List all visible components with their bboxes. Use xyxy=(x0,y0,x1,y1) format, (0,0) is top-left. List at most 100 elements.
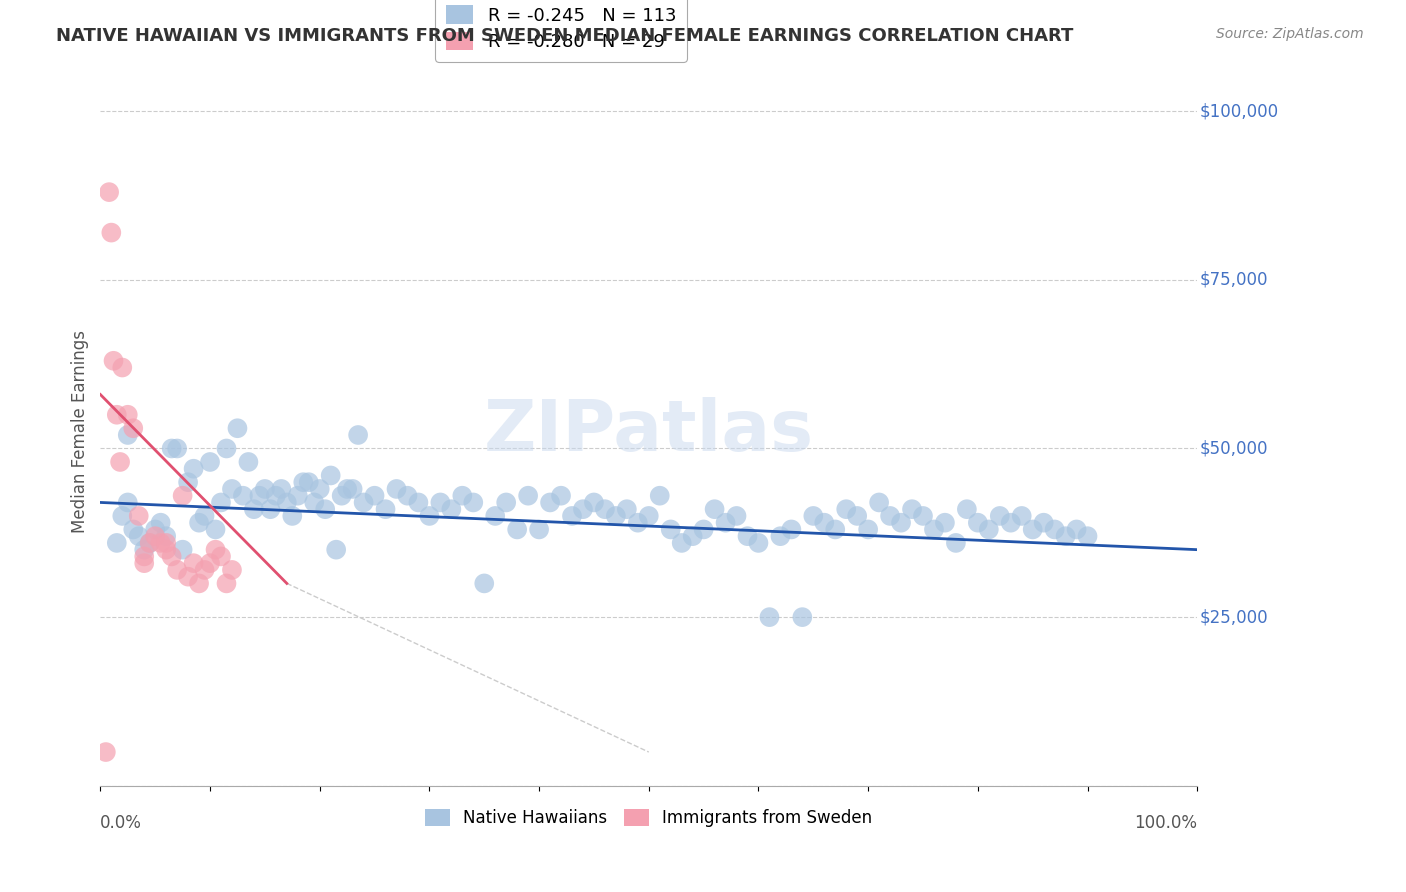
Point xyxy=(517,489,540,503)
Point xyxy=(270,482,292,496)
Point xyxy=(232,489,254,503)
Point xyxy=(226,421,249,435)
Point xyxy=(122,421,145,435)
Point xyxy=(582,495,605,509)
Point xyxy=(287,489,309,503)
Point xyxy=(336,482,359,496)
Point xyxy=(111,360,134,375)
Point xyxy=(138,536,160,550)
Text: 0.0%: 0.0% xyxy=(100,814,142,832)
Point xyxy=(911,508,934,523)
Point xyxy=(188,516,211,530)
Point xyxy=(253,482,276,496)
Point xyxy=(155,536,177,550)
Point xyxy=(330,489,353,503)
Point xyxy=(792,610,814,624)
Point xyxy=(1076,529,1098,543)
Point xyxy=(451,489,474,503)
Point xyxy=(221,482,243,496)
Point xyxy=(204,523,226,537)
Point xyxy=(495,495,517,509)
Point xyxy=(100,226,122,240)
Text: 100.0%: 100.0% xyxy=(1135,814,1198,832)
Point xyxy=(901,502,924,516)
Point xyxy=(302,495,325,509)
Point xyxy=(429,495,451,509)
Point xyxy=(103,353,125,368)
Point xyxy=(117,495,139,509)
Point xyxy=(363,489,385,503)
Point xyxy=(108,455,131,469)
Text: Source: ZipAtlas.com: Source: ZipAtlas.com xyxy=(1216,27,1364,41)
Point xyxy=(506,523,529,537)
Point xyxy=(259,502,281,516)
Point xyxy=(209,495,232,509)
Point xyxy=(193,508,215,523)
Point xyxy=(98,185,121,199)
Point xyxy=(868,495,890,509)
Point xyxy=(780,523,803,537)
Point xyxy=(605,508,627,523)
Point xyxy=(243,502,266,516)
Point xyxy=(238,455,260,469)
Point xyxy=(117,408,139,422)
Point xyxy=(298,475,321,490)
Point xyxy=(198,556,221,570)
Text: $25,000: $25,000 xyxy=(1199,608,1268,626)
Point xyxy=(292,475,315,490)
Point xyxy=(143,529,166,543)
Point xyxy=(166,563,188,577)
Point xyxy=(276,495,298,509)
Point xyxy=(648,489,671,503)
Point xyxy=(215,442,238,456)
Point xyxy=(221,563,243,577)
Point xyxy=(111,508,134,523)
Point xyxy=(890,516,912,530)
Point xyxy=(637,508,659,523)
Point xyxy=(160,442,183,456)
Text: $50,000: $50,000 xyxy=(1199,440,1268,458)
Point xyxy=(198,455,221,469)
Point xyxy=(692,523,714,537)
Point xyxy=(1066,523,1088,537)
Point xyxy=(956,502,979,516)
Point xyxy=(856,523,879,537)
Point xyxy=(183,461,205,475)
Point xyxy=(758,610,780,624)
Point xyxy=(572,502,595,516)
Point xyxy=(440,502,463,516)
Y-axis label: Median Female Earnings: Median Female Earnings xyxy=(72,330,89,533)
Point xyxy=(527,523,550,537)
Point xyxy=(105,536,128,550)
Point xyxy=(209,549,232,564)
Text: NATIVE HAWAIIAN VS IMMIGRANTS FROM SWEDEN MEDIAN FEMALE EARNINGS CORRELATION CHA: NATIVE HAWAIIAN VS IMMIGRANTS FROM SWEDE… xyxy=(56,27,1074,45)
Point xyxy=(714,516,737,530)
Text: $75,000: $75,000 xyxy=(1199,271,1268,289)
Point xyxy=(1011,508,1033,523)
Point xyxy=(134,542,156,557)
Point xyxy=(347,428,370,442)
Text: $100,000: $100,000 xyxy=(1199,103,1278,120)
Point xyxy=(325,542,347,557)
Point xyxy=(627,516,650,530)
Point xyxy=(966,516,988,530)
Point xyxy=(177,569,200,583)
Point xyxy=(342,482,364,496)
Point xyxy=(177,475,200,490)
Point xyxy=(172,542,194,557)
Point xyxy=(166,442,188,456)
Point xyxy=(204,542,226,557)
Point xyxy=(538,495,561,509)
Point xyxy=(128,529,150,543)
Point xyxy=(149,536,172,550)
Point xyxy=(922,523,945,537)
Point xyxy=(183,556,205,570)
Point xyxy=(824,523,846,537)
Point xyxy=(149,516,172,530)
Point xyxy=(801,508,824,523)
Point xyxy=(725,508,748,523)
Point xyxy=(134,549,156,564)
Point xyxy=(319,468,342,483)
Point xyxy=(813,516,835,530)
Point xyxy=(1032,516,1054,530)
